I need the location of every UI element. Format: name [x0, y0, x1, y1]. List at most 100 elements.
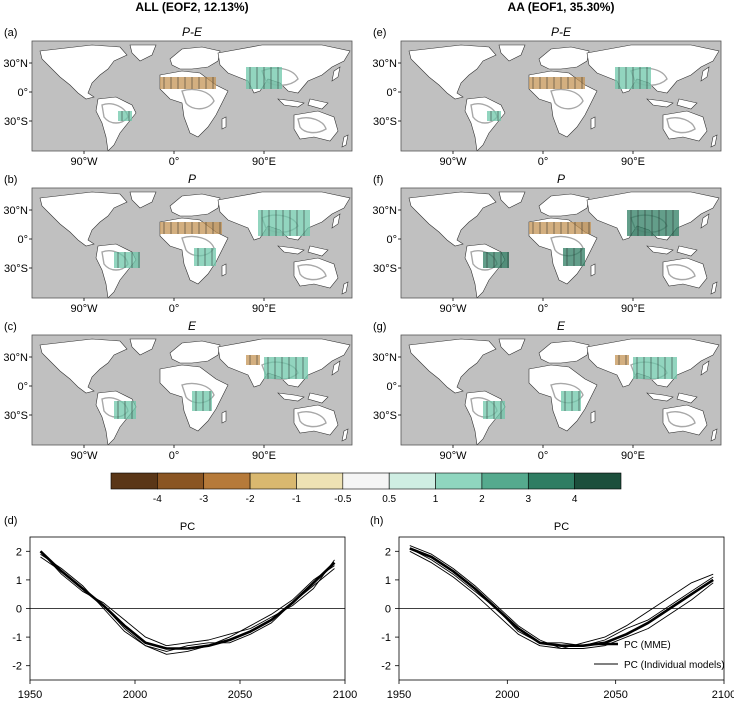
lon-label: 90°W — [439, 303, 467, 315]
colorbar-segment — [110, 472, 158, 490]
lon-label: 90°W — [439, 450, 467, 462]
panel-letter: (e) — [373, 27, 386, 39]
map-panels: ALL (EOF2, 12.13%) AA (EOF1, 35.30%) (a) P-… — [3, 0, 722, 462]
wetting-patch — [264, 357, 308, 379]
lat-label: 0° — [386, 381, 397, 393]
lat-label: 30°N — [372, 205, 397, 217]
y-tick-label: 1 — [385, 575, 391, 587]
panel-letter: (f) — [373, 174, 383, 186]
x-tick-label: 2000 — [495, 689, 519, 701]
y-tick-label: 0 — [16, 604, 22, 616]
panel-title: E — [188, 319, 197, 333]
y-tick-label: 2 — [16, 546, 22, 558]
lon-label: 0° — [169, 156, 180, 168]
lat-label: 0° — [17, 234, 28, 246]
wetting-patch — [627, 210, 679, 236]
colorbar-label: -4 — [153, 494, 162, 505]
drying-patch — [615, 355, 629, 365]
series-line-model — [409, 550, 714, 649]
lat-label: 0° — [17, 381, 28, 393]
colorbar-label: 0.5 — [382, 494, 396, 505]
x-tick-label: 2050 — [228, 689, 252, 701]
colorbar-segment — [157, 472, 205, 490]
wetting-patch — [118, 111, 132, 121]
lat-label: 30°N — [3, 58, 28, 70]
lat-label: 30°S — [373, 263, 397, 275]
lat-label: 30°N — [372, 352, 397, 364]
panel-letter: (a) — [4, 27, 17, 39]
colorbar-segment — [435, 472, 483, 490]
lat-label: 0° — [386, 234, 397, 246]
series-line-mme — [39, 550, 336, 650]
colorbar-segment — [388, 472, 436, 490]
y-tick-label: 2 — [385, 546, 391, 558]
y-tick-label: -1 — [12, 632, 22, 644]
panel-title: P-E — [182, 25, 203, 39]
lat-label: 30°N — [372, 58, 397, 70]
colorbar-label: -0.5 — [334, 494, 352, 505]
lat-label: 30°N — [3, 205, 28, 217]
lon-label: 90°E — [252, 303, 276, 315]
pc-chart: (h) PC 2 1 0 -1 -2 1950 2000 2050 2100 PC (MME) PC (… — [370, 515, 734, 701]
lat-label: 0° — [386, 87, 397, 99]
x-tick-label: 2000 — [123, 689, 147, 701]
colorbar-label: 1 — [433, 494, 439, 505]
colorbar-segment — [249, 472, 297, 490]
lon-label: 90°E — [621, 156, 645, 168]
lat-label: 30°S — [373, 410, 397, 422]
chart-title: PC — [554, 521, 569, 533]
map-frame — [400, 40, 722, 152]
x-tick-label: 1950 — [387, 689, 411, 701]
colorbar-label: 4 — [572, 494, 578, 505]
y-tick-label: -2 — [12, 661, 22, 673]
wetting-patch — [633, 357, 677, 379]
lat-label: 30°N — [3, 352, 28, 364]
colorbar: -4 -3 -2 -1 -0.5 0.5 1 2 3 4 — [110, 472, 622, 505]
map-panel — [31, 187, 353, 299]
map-frame — [400, 334, 722, 446]
column-title: AA (EOF1, 35.30%) — [508, 0, 615, 14]
lon-label: 90°W — [439, 156, 467, 168]
lon-label: 90°E — [252, 156, 276, 168]
panel-letter: (g) — [373, 321, 386, 333]
panel-letter: (b) — [4, 174, 17, 186]
lon-label: 0° — [538, 450, 549, 462]
drying-patch — [160, 77, 216, 89]
map-frame — [31, 334, 353, 446]
lon-label: 0° — [538, 303, 549, 315]
panel-title: P — [188, 172, 196, 186]
panel-title: E — [557, 319, 566, 333]
colorbar-label: 2 — [479, 494, 485, 505]
wetting-patch — [561, 391, 581, 411]
map-panel — [31, 334, 353, 446]
lon-label: 90°E — [621, 303, 645, 315]
wetting-patch — [258, 210, 310, 236]
colorbar-label: -3 — [199, 494, 208, 505]
panel-letter: (h) — [370, 515, 383, 527]
column-title: ALL (EOF2, 12.13%) — [135, 0, 248, 14]
lon-label: 90°W — [70, 156, 98, 168]
map-panel — [400, 334, 722, 446]
series-line-model — [409, 548, 714, 647]
map-frame — [31, 187, 353, 299]
lon-label: 90°E — [252, 450, 276, 462]
wetting-patch — [192, 391, 212, 411]
y-tick-label: -2 — [381, 661, 391, 673]
y-tick-label: 0 — [385, 604, 391, 616]
drying-patch — [529, 77, 585, 89]
panel-letter: (c) — [4, 321, 17, 333]
map-panel — [31, 40, 353, 152]
series-line-model — [40, 550, 335, 647]
y-tick-label: 1 — [16, 575, 22, 587]
wetting-patch — [483, 252, 509, 268]
map-panel — [400, 187, 722, 299]
map-frame — [31, 40, 353, 152]
y-tick-label: -1 — [381, 632, 391, 644]
drying-patch — [529, 222, 591, 234]
legend-label: PC (MME) — [624, 640, 671, 651]
series-line-model — [409, 545, 714, 649]
x-tick-label: 2100 — [333, 689, 357, 701]
series-line-model — [40, 553, 335, 655]
colorbar-segment — [574, 472, 622, 490]
pc-line-panels: (d) PC 2 1 0 -1 -2 1950 2000 2050 2100 (h) PC 2 1 0 -1 -2… — [4, 515, 734, 701]
